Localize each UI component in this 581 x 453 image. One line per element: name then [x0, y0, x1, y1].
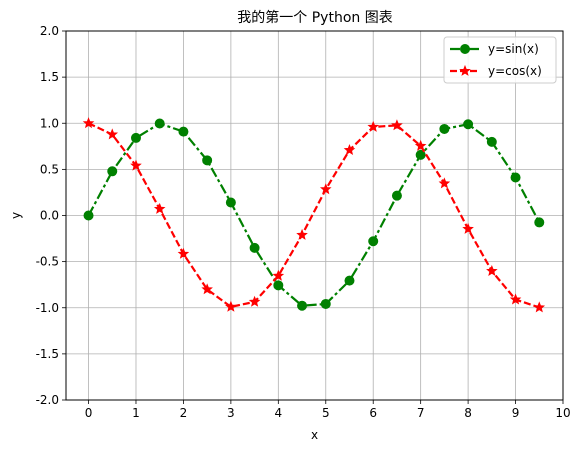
data-point	[154, 118, 165, 129]
data-point	[248, 295, 261, 307]
x-tick-label: 4	[275, 406, 283, 420]
data-point	[178, 126, 189, 137]
data-point	[130, 159, 142, 171]
series-layer	[82, 117, 546, 313]
data-point	[391, 190, 402, 201]
data-point	[201, 283, 213, 295]
data-point	[367, 120, 379, 132]
data-point	[533, 301, 546, 313]
data-point	[153, 202, 166, 214]
legend-marker	[459, 64, 471, 76]
data-point	[414, 139, 427, 151]
data-point	[297, 300, 308, 311]
x-tick-label: 9	[512, 406, 520, 420]
legend-label: y=sin(x)	[488, 42, 539, 56]
y-tick-label: 1.0	[40, 116, 59, 130]
data-point	[130, 132, 141, 143]
y-tick-label: -1.0	[36, 301, 59, 315]
data-point	[486, 264, 498, 276]
y-tick-label: 0.5	[40, 162, 59, 176]
y-tick-label: -1.5	[36, 347, 59, 361]
series-0	[83, 118, 545, 311]
data-point	[106, 128, 119, 140]
y-tick-label: -0.5	[36, 255, 59, 269]
data-point	[510, 172, 521, 183]
legend-marker	[460, 44, 470, 54]
data-point	[509, 293, 522, 305]
data-point	[463, 119, 474, 130]
x-tick-label: 2	[180, 406, 188, 420]
data-point	[319, 183, 332, 195]
data-point	[343, 144, 356, 156]
data-point	[344, 275, 355, 286]
series-line	[88, 122, 540, 309]
y-tick-label: 2.0	[40, 24, 59, 38]
data-point	[177, 247, 190, 259]
legend-item: y=sin(x)	[450, 42, 539, 56]
data-point	[320, 298, 331, 309]
x-tick-label: 10	[555, 406, 570, 420]
x-tick-label: 5	[322, 406, 330, 420]
x-tick-label: 8	[464, 406, 472, 420]
y-tick-label: 1.5	[40, 70, 59, 84]
data-point	[534, 217, 545, 228]
data-point	[225, 300, 237, 312]
data-point	[82, 117, 95, 129]
data-point	[272, 269, 285, 281]
data-point	[83, 210, 94, 221]
y-tick-label: 0.0	[40, 209, 59, 223]
x-tick-label: 1	[132, 406, 140, 420]
data-point	[273, 280, 284, 291]
data-point	[249, 242, 260, 253]
x-tick-label: 0	[85, 406, 93, 420]
legend: y=sin(x) y=cos(x)	[443, 36, 557, 84]
x-axis-label: x	[311, 428, 318, 442]
data-point	[439, 123, 450, 134]
y-tick-label: -2.0	[36, 393, 59, 407]
data-point	[391, 119, 403, 131]
data-point	[368, 236, 379, 247]
x-tick-label: 7	[417, 406, 425, 420]
data-point	[107, 166, 118, 177]
data-point	[462, 222, 474, 234]
data-point	[202, 155, 213, 166]
x-tick-label: 3	[227, 406, 235, 420]
chart-title: 我的第一个 Python 图表	[237, 9, 392, 26]
data-point	[225, 197, 236, 208]
legend-item: y=cos(x)	[450, 64, 542, 78]
x-tick-label: 6	[369, 406, 377, 420]
series-1	[82, 117, 546, 313]
legend-label: y=cos(x)	[488, 64, 542, 78]
data-point	[438, 177, 451, 189]
axis-ticks: 0 1 2 3 4 5 6 7 8 9 10 -2.0 -1.5 -1.0 -0.5 0.0 0.5 1.0 1.5…	[36, 24, 571, 420]
data-point	[486, 136, 497, 147]
y-axis-label: y	[9, 212, 23, 219]
data-point	[296, 228, 308, 240]
